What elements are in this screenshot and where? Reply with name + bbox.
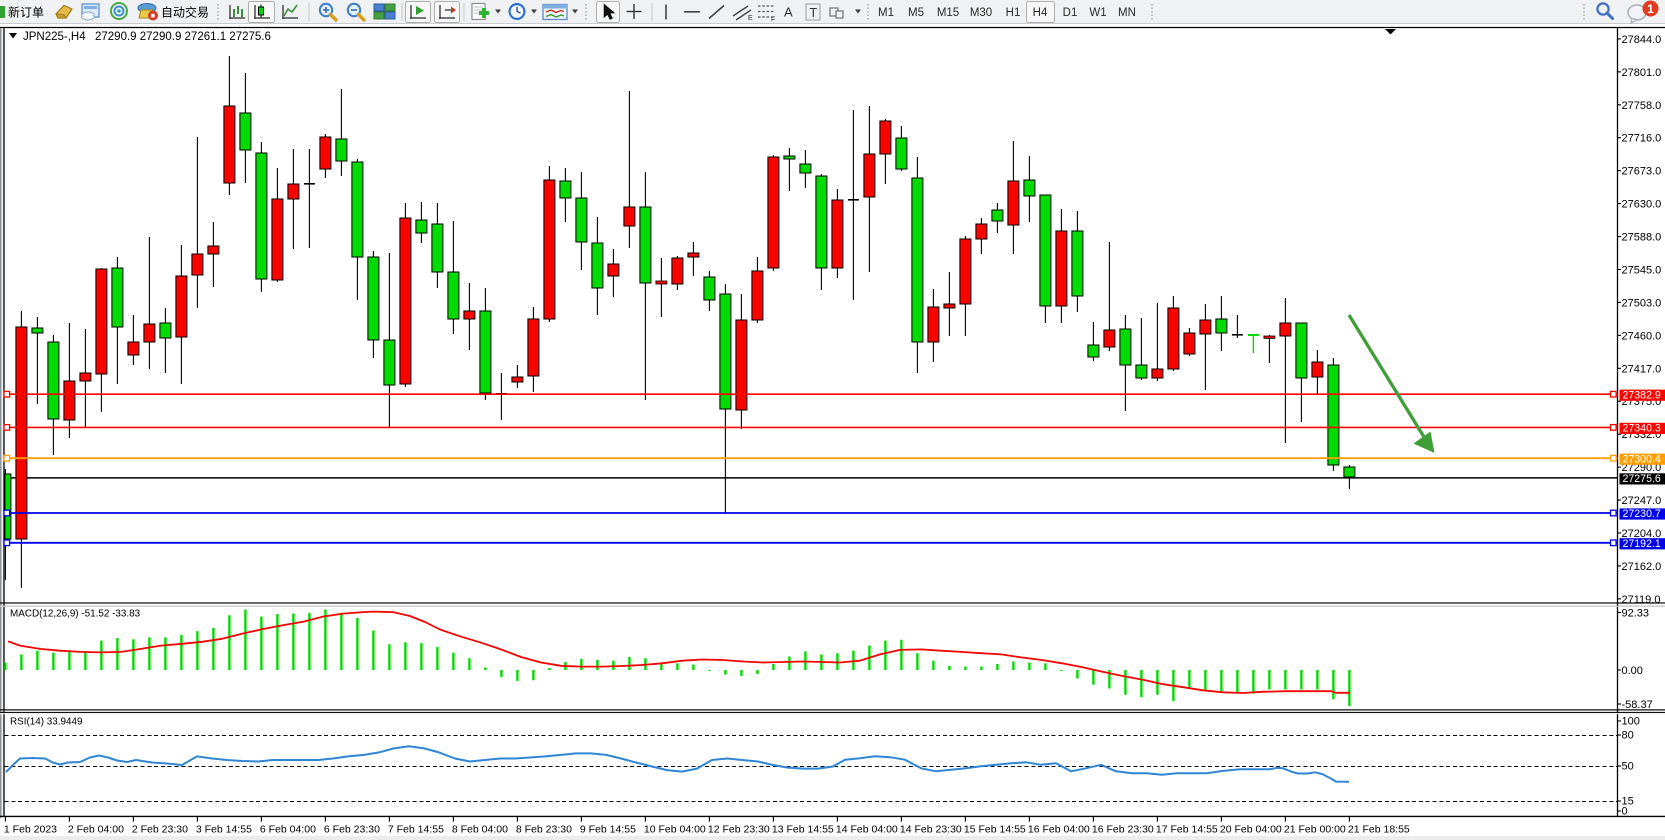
svg-text:27340.3: 27340.3: [1623, 423, 1661, 435]
svg-text:6 Feb 23:30: 6 Feb 23:30: [324, 824, 380, 836]
svg-text:3 Feb 14:55: 3 Feb 14:55: [196, 824, 252, 836]
svg-text:13 Feb 14:55: 13 Feb 14:55: [772, 824, 834, 836]
svg-text:0.00: 0.00: [1622, 665, 1643, 677]
svg-text:27844.0: 27844.0: [1622, 34, 1662, 46]
svg-text:27503.0: 27503.0: [1622, 297, 1662, 309]
svg-text:27290.0: 27290.0: [1622, 462, 1662, 474]
svg-text:H4: H4: [1033, 7, 1048, 19]
svg-text:9 Feb 14:55: 9 Feb 14:55: [580, 824, 636, 836]
svg-text:20 Feb 04:00: 20 Feb 04:00: [1220, 824, 1282, 836]
svg-text:M5: M5: [908, 7, 924, 19]
svg-text:27382.9: 27382.9: [1623, 389, 1661, 401]
svg-text:15 Feb 14:55: 15 Feb 14:55: [964, 824, 1026, 836]
svg-text:27119.0: 27119.0: [1622, 594, 1661, 606]
svg-text:8 Feb 04:00: 8 Feb 04:00: [452, 824, 508, 836]
svg-text:92.33: 92.33: [1622, 608, 1650, 620]
svg-text:JPN225-,H4: JPN225-,H4: [23, 31, 86, 43]
svg-text:10 Feb 04:00: 10 Feb 04:00: [644, 824, 706, 836]
svg-text:80: 80: [1622, 730, 1634, 742]
svg-text:27545.0: 27545.0: [1622, 264, 1662, 276]
svg-text:16 Feb 23:30: 16 Feb 23:30: [1092, 824, 1154, 836]
svg-text:21 Feb 00:00: 21 Feb 00:00: [1284, 824, 1346, 836]
svg-text:100: 100: [1622, 716, 1640, 728]
svg-text:27162.0: 27162.0: [1622, 561, 1662, 573]
svg-text:27247.0: 27247.0: [1622, 495, 1662, 507]
svg-text:H1: H1: [1006, 7, 1021, 19]
svg-text:-58.37: -58.37: [1622, 699, 1653, 711]
svg-text:MN: MN: [1118, 7, 1136, 19]
svg-text:T: T: [810, 6, 818, 20]
svg-text:27290.9 27290.9 27261.1 27275.: 27290.9 27290.9 27261.1 27275.6: [95, 31, 271, 43]
svg-text:27192.1: 27192.1: [1623, 538, 1661, 550]
svg-text:14 Feb 23:30: 14 Feb 23:30: [900, 824, 962, 836]
svg-text:1 Feb 2023: 1 Feb 2023: [4, 824, 57, 836]
svg-text:2 Feb 23:30: 2 Feb 23:30: [132, 824, 188, 836]
svg-text:1: 1: [1647, 2, 1654, 16]
svg-text:16 Feb 04:00: 16 Feb 04:00: [1028, 824, 1090, 836]
svg-text:27588.0: 27588.0: [1622, 232, 1662, 244]
svg-text:21 Feb 18:55: 21 Feb 18:55: [1348, 824, 1410, 836]
svg-text:27716.0: 27716.0: [1622, 133, 1662, 145]
svg-text:27758.0: 27758.0: [1622, 100, 1662, 112]
svg-text:新订单: 新订单: [8, 5, 44, 20]
svg-text:50: 50: [1622, 761, 1634, 773]
svg-text:A: A: [784, 5, 793, 20]
svg-text:27230.7: 27230.7: [1623, 508, 1661, 520]
svg-text:2 Feb 04:00: 2 Feb 04:00: [68, 824, 124, 836]
svg-text:M15: M15: [937, 7, 959, 19]
svg-text:17 Feb 14:55: 17 Feb 14:55: [1156, 824, 1218, 836]
svg-text:MACD(12,26,9) -51.52 -33.83: MACD(12,26,9) -51.52 -33.83: [10, 609, 141, 620]
svg-text:F: F: [771, 17, 775, 24]
svg-text:12 Feb 23:30: 12 Feb 23:30: [708, 824, 770, 836]
svg-text:27630.0: 27630.0: [1622, 199, 1662, 211]
svg-text:27204.0: 27204.0: [1622, 528, 1662, 540]
svg-text:6 Feb 04:00: 6 Feb 04:00: [260, 824, 316, 836]
svg-text:8 Feb 23:30: 8 Feb 23:30: [516, 824, 572, 836]
svg-text:D1: D1: [1063, 7, 1078, 19]
svg-text:M30: M30: [970, 7, 992, 19]
svg-text:27275.6: 27275.6: [1623, 473, 1661, 485]
svg-text:27460.0: 27460.0: [1622, 330, 1662, 342]
svg-text:27801.0: 27801.0: [1622, 67, 1662, 79]
svg-text:W1: W1: [1089, 7, 1106, 19]
svg-text:15: 15: [1622, 796, 1634, 808]
svg-text:27673.0: 27673.0: [1622, 166, 1662, 178]
svg-text:7 Feb 14:55: 7 Feb 14:55: [388, 824, 444, 836]
svg-text:27300.4: 27300.4: [1623, 453, 1661, 465]
svg-text:E: E: [748, 15, 753, 22]
svg-text:0: 0: [1622, 806, 1628, 818]
svg-text:14 Feb 04:00: 14 Feb 04:00: [836, 824, 898, 836]
svg-text:M1: M1: [878, 7, 894, 19]
svg-text:RSI(14) 33.9449: RSI(14) 33.9449: [10, 717, 83, 728]
svg-text:27417.0: 27417.0: [1622, 363, 1662, 375]
svg-text:自动交易: 自动交易: [161, 5, 209, 20]
